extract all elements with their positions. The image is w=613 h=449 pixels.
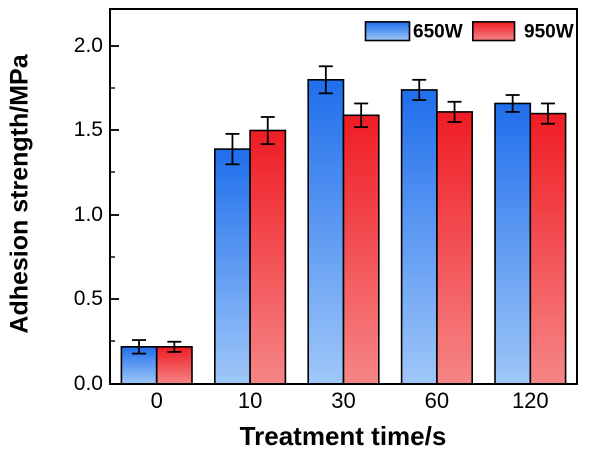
svg-text:950W: 950W [524,22,574,43]
svg-text:650W: 650W [413,22,463,43]
